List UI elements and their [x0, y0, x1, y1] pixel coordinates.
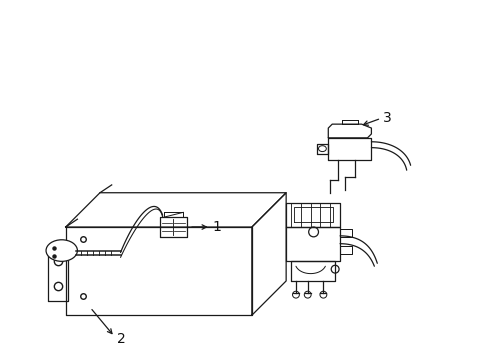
Ellipse shape [46, 240, 77, 261]
Text: 1: 1 [212, 220, 221, 234]
Text: 2: 2 [116, 332, 125, 346]
Text: 3: 3 [383, 111, 391, 125]
